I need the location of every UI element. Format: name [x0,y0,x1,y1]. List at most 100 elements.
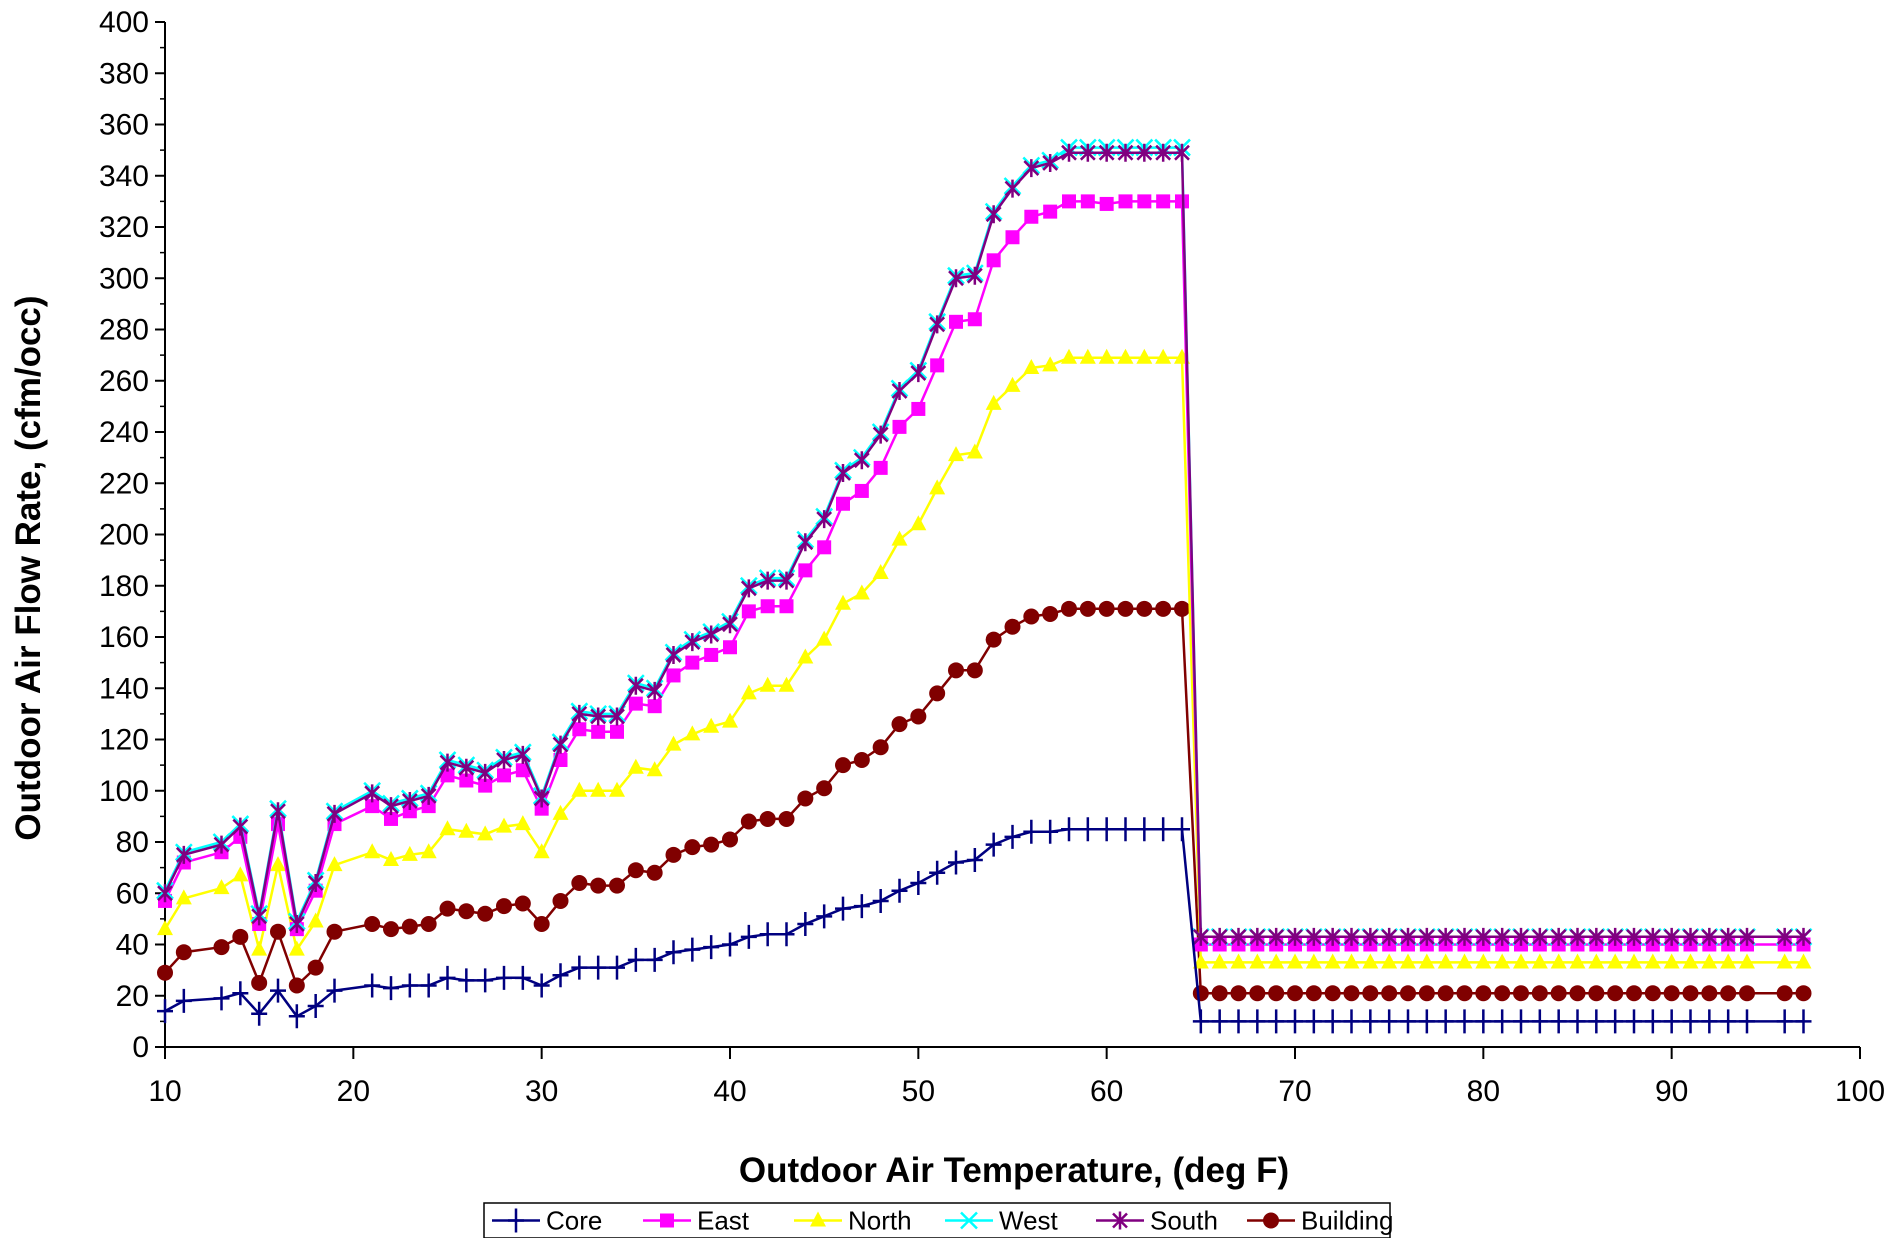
data-point-core [175,988,192,1013]
data-point-south [383,797,399,816]
data-point-east [421,799,436,814]
data-point-south [1795,927,1812,946]
data-point-building [1456,985,1473,1002]
data-point-core [1343,1009,1360,1034]
data-point-building [759,810,776,827]
data-point-core [1362,1009,1379,1034]
data-point-east [817,540,832,555]
data-point-core [364,973,381,998]
series-line-north [163,356,1804,964]
data-point-building [1136,600,1153,617]
data-point-north [703,717,720,733]
data-point-south [1305,927,1322,946]
data-point-north [514,815,531,831]
x-tick-label: 10 [148,1075,181,1108]
data-point-south [590,707,607,726]
data-point-south [872,425,889,444]
data-point-building [1513,985,1529,1002]
data-point-core [1324,1009,1341,1034]
y-tick-label: 0 [132,1031,149,1064]
data-point-core [1268,1009,1285,1034]
data-point-south [307,874,324,892]
series-line-east [163,200,1804,946]
y-axis-title: Outdoor Air Flow Rate, (cfm/occ) [9,295,48,840]
data-point-building [966,662,983,679]
data-point-core [1117,817,1134,842]
data-point-core [401,973,418,998]
data-point-core [1437,1009,1454,1034]
data-point-south [1456,927,1473,946]
data-point-south [684,633,701,652]
data-point-core [740,924,757,949]
y-tick-label: 360 [99,109,149,142]
data-point-south [1531,927,1548,946]
data-point-building [1324,985,1341,1002]
data-point-building [1155,600,1172,617]
x-tick-label: 30 [525,1075,558,1108]
series-layer [156,138,1813,1034]
data-point-building [552,892,569,909]
data-point-east [967,312,982,327]
y-tick-label: 120 [99,724,149,757]
x-tick-label: 80 [1467,1075,1500,1108]
x-tick-label: 60 [1090,1075,1123,1108]
data-point-south [1211,927,1228,946]
data-point-building [401,918,418,935]
data-point-south [1418,927,1435,946]
data-point-building [232,928,249,945]
data-point-building [1776,985,1793,1002]
data-point-north [985,394,1002,410]
data-point-south [1550,927,1567,946]
data-point-core [1701,1009,1718,1034]
data-point-building [985,631,1002,648]
data-point-core [1550,1009,1567,1034]
data-point-core [1098,817,1115,842]
data-point-building [1117,600,1134,617]
data-point-east [760,599,775,614]
data-point-north [552,804,569,820]
data-point-building [590,877,607,894]
data-point-core [609,955,625,980]
data-point-core [1211,1009,1228,1034]
data-point-south [1776,927,1793,946]
legend-label-building: Building [1301,1206,1394,1236]
data-point-building [213,939,230,956]
y-tick-label: 220 [99,467,149,500]
data-point-south [1174,143,1190,162]
data-point-building [1023,608,1040,625]
data-point-south [1720,927,1737,946]
data-point-south [1004,179,1021,198]
data-point-east [572,722,587,737]
data-point-north [1192,953,1209,969]
data-point-building [853,752,870,768]
data-point-south [1079,143,1096,162]
data-point-building [609,877,625,894]
data-point-south [1513,927,1529,946]
data-point-building [1550,985,1567,1002]
data-point-east [497,768,511,783]
y-tick-label: 80 [116,826,149,859]
data-point-building [1174,600,1190,617]
data-point-building [1607,985,1624,1002]
data-point-north [966,443,983,459]
y-tick-label: 260 [99,365,149,398]
data-point-south [722,615,738,634]
data-point-north [1701,953,1718,969]
data-point-south [571,704,588,723]
data-point-east [1137,194,1152,209]
x-tick-label: 50 [902,1075,935,1108]
data-point-building [1098,600,1115,617]
series-south [157,143,1812,946]
data-point-core [477,968,494,993]
data-point-south [609,707,625,726]
data-point-core [1230,1009,1247,1034]
legend-marker-north [810,1211,826,1227]
data-point-south [232,817,249,836]
data-point-core [684,937,701,962]
data-point-north [496,817,512,833]
data-point-north [1362,953,1379,969]
data-point-north [816,630,833,646]
data-point-east [949,314,963,329]
data-point-south [740,579,757,598]
data-point-building [571,875,588,891]
